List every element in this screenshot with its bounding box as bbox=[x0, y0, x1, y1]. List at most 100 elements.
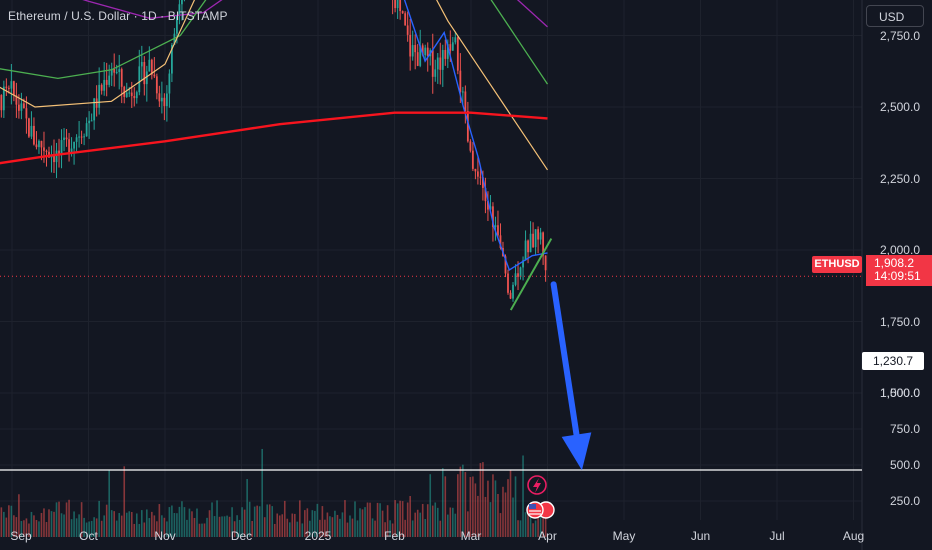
ma-long-line bbox=[0, 0, 549, 85]
volume-bar bbox=[457, 474, 459, 537]
candle-body bbox=[73, 141, 75, 149]
volume-bar bbox=[203, 523, 206, 537]
candle-body bbox=[17, 104, 20, 111]
candle-body bbox=[108, 75, 111, 85]
volume-bar bbox=[296, 521, 299, 537]
volume-bar bbox=[414, 512, 416, 537]
volume-bar bbox=[8, 505, 10, 537]
volume-bar bbox=[316, 503, 319, 537]
candle-body bbox=[466, 111, 469, 142]
candle-body bbox=[426, 47, 429, 57]
volume-bar bbox=[359, 508, 361, 537]
moving-averages bbox=[0, 0, 549, 272]
volume-bar bbox=[421, 503, 424, 537]
candle-body bbox=[527, 240, 529, 253]
volume-bar bbox=[376, 502, 379, 537]
candle-body bbox=[0, 95, 3, 111]
volume-bar bbox=[216, 500, 218, 537]
volume-bar bbox=[58, 501, 60, 537]
volume-bar bbox=[517, 520, 519, 537]
currency-button[interactable]: USD bbox=[866, 5, 924, 27]
volume-bar bbox=[93, 517, 95, 537]
candle-body bbox=[63, 137, 65, 141]
volume-bar bbox=[426, 504, 429, 537]
candle-body bbox=[414, 45, 417, 53]
volume-bar bbox=[281, 514, 284, 537]
volume-bar bbox=[48, 509, 50, 537]
candle-body bbox=[542, 232, 545, 256]
candle-body bbox=[2, 86, 5, 111]
candle-body bbox=[68, 139, 70, 154]
volume-bar bbox=[336, 514, 339, 537]
volume-bar bbox=[20, 520, 23, 537]
price-tick-label: 2,250.0 bbox=[879, 171, 920, 186]
candle-body bbox=[497, 225, 499, 236]
candle-body bbox=[416, 52, 419, 66]
volume-bar bbox=[469, 476, 472, 537]
volume-bar bbox=[196, 508, 198, 537]
volume-bar bbox=[396, 503, 399, 537]
candle-body bbox=[168, 73, 171, 94]
candle-body bbox=[23, 103, 25, 109]
volume-bar bbox=[512, 497, 514, 537]
candle-body bbox=[431, 50, 434, 77]
volume-bar bbox=[135, 513, 138, 537]
candle-body bbox=[492, 206, 494, 227]
target-price-badge: 1,230.7 bbox=[862, 352, 924, 370]
volume-bar bbox=[502, 486, 504, 537]
volume-bar bbox=[527, 507, 529, 537]
volume-bar bbox=[534, 520, 537, 537]
volume-bar bbox=[379, 503, 381, 537]
candle-body bbox=[509, 292, 512, 299]
volume-bar bbox=[374, 520, 376, 537]
price-tick-label: 1,750.0 bbox=[879, 314, 920, 329]
time-tick-label: Apr bbox=[538, 529, 557, 543]
volume-bar bbox=[246, 479, 248, 537]
volume-bar bbox=[115, 520, 118, 537]
candle-body bbox=[85, 123, 88, 137]
volume-bar bbox=[188, 508, 191, 537]
candle-body bbox=[544, 255, 547, 271]
candle-body bbox=[406, 25, 409, 35]
volume-bar bbox=[128, 511, 131, 537]
volume-bar bbox=[532, 523, 534, 537]
candle-body bbox=[451, 42, 454, 51]
volume-bar bbox=[477, 495, 479, 537]
candle-body bbox=[446, 44, 449, 59]
volume-bar bbox=[346, 522, 349, 537]
volume-bar bbox=[474, 483, 477, 537]
candle-body bbox=[484, 187, 487, 202]
volume-bar bbox=[504, 492, 507, 537]
volume-bar bbox=[351, 518, 354, 537]
candle-body bbox=[120, 69, 123, 87]
volume-bar bbox=[364, 507, 366, 537]
candle-body bbox=[78, 136, 80, 138]
candle-body bbox=[113, 69, 116, 73]
candle-body bbox=[439, 57, 442, 70]
volume-bar bbox=[411, 520, 414, 537]
volume-bar bbox=[321, 506, 324, 537]
volume-tick-label: 750.0 bbox=[889, 422, 920, 436]
candle-body bbox=[148, 59, 151, 72]
candle-body bbox=[28, 118, 30, 137]
chart-title: Ethereum / U.S. Dollar · 1D · BITSTAMP bbox=[8, 9, 228, 23]
volume-bar bbox=[263, 517, 266, 537]
volume-bar bbox=[401, 501, 404, 537]
volume-bar bbox=[73, 511, 75, 537]
volume-bar bbox=[301, 523, 304, 537]
price-tick-label: 2,500.0 bbox=[879, 100, 920, 114]
volume-bar bbox=[15, 517, 18, 537]
volume-bar bbox=[151, 511, 153, 537]
candle-body bbox=[153, 74, 156, 77]
volume-bar bbox=[484, 496, 487, 537]
candle-body bbox=[434, 69, 437, 77]
volume-bar bbox=[206, 517, 208, 537]
volume-bar bbox=[43, 508, 45, 537]
candle-body bbox=[98, 84, 101, 108]
candle-body bbox=[469, 141, 472, 151]
volume-bar bbox=[88, 521, 90, 537]
volume-bar bbox=[105, 504, 108, 537]
volume-bar bbox=[28, 523, 30, 537]
volume-bar bbox=[85, 522, 88, 537]
